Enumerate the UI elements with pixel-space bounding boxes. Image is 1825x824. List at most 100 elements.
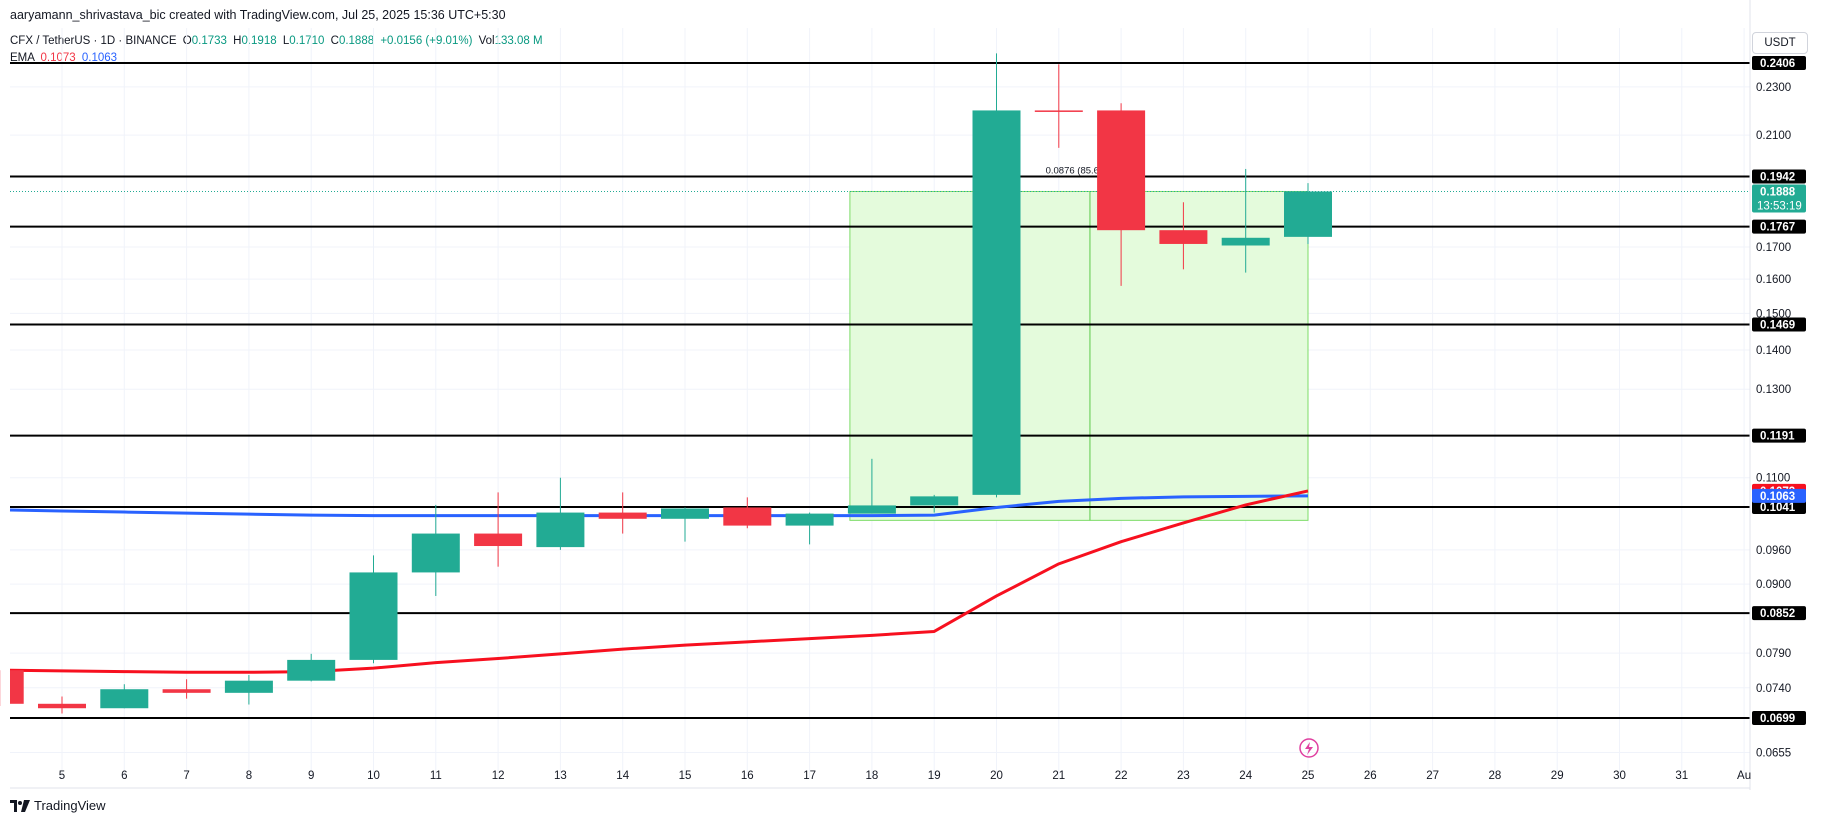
ema-price-tag: 0.1063 — [1760, 491, 1795, 503]
time-tick-label: 30 — [1613, 770, 1626, 782]
axes: 0.2300 0.2100 0.1700 0.1600 0.1500 0.1400 0.13… — [10, 0, 1791, 790]
candle-body — [910, 496, 959, 506]
level-price-tag-bg — [1752, 606, 1806, 621]
ema-line-red — [9, 489, 1309, 674]
price-tick-label: 0.1700 — [1756, 242, 1791, 254]
measure-label: 0.0876 (85.63%) 876 — [1046, 165, 1135, 176]
tradingview-logo-icon — [10, 799, 30, 812]
time-tick-label: 18 — [866, 770, 879, 782]
high-value: 0.1918 — [241, 35, 277, 47]
tradingview-logo[interactable]: TradingView — [10, 798, 106, 813]
candle-body — [972, 110, 1021, 495]
candle-body — [1284, 191, 1332, 237]
ema-value-blue: 0.1063 — [81, 52, 118, 64]
level-price-tag: 0.2406 — [1760, 58, 1795, 70]
candle-body — [723, 507, 772, 526]
ema-label: EMA — [10, 52, 35, 64]
measure-box — [849, 190, 1309, 521]
time-tick-label: 28 — [1489, 770, 1502, 782]
candle-body — [536, 512, 585, 548]
time-tick-label: 13 — [554, 770, 567, 782]
level-price-tag-bg — [1752, 56, 1806, 70]
time-tick-label: 8 — [246, 770, 252, 782]
last-price-tag-countdown: 13:53:19 — [1757, 200, 1802, 212]
ema-line-blue — [9, 494, 1309, 518]
price-tick-label: 0.0900 — [1756, 579, 1791, 591]
close-label: C — [330, 35, 339, 47]
change-value: +0.0156 (+9.01%) — [380, 35, 473, 47]
ema-value-red: 0.1073 — [40, 52, 76, 64]
candle-body — [162, 689, 211, 693]
time-tick-label: 26 — [1364, 770, 1377, 782]
time-tick-label: 21 — [1052, 770, 1065, 782]
level-price-tag-bg — [1752, 169, 1806, 184]
time-tick-label: 27 — [1426, 770, 1439, 782]
brand-name: TradingView — [34, 798, 106, 813]
level-price-tag: 0.1041 — [1760, 502, 1796, 514]
created-by-text: aaryamann_shrivastava_bic created with T… — [10, 8, 506, 22]
time-tick-label: 10 — [367, 770, 380, 782]
high-label: H — [233, 35, 242, 47]
candle-body — [38, 703, 86, 709]
close-value: 0.1888 — [338, 35, 375, 47]
price-tags: 0.2406 0.1942 0.1767 0.1469 0.1191 0.1041 0.08… — [1752, 56, 1806, 725]
open-label: O — [182, 35, 192, 47]
time-tick-label: 22 — [1115, 770, 1128, 782]
level-price-tag-bg — [1752, 499, 1806, 514]
time-tick-label: 12 — [492, 770, 505, 782]
candle-body — [349, 572, 398, 660]
alert-icon[interactable] — [1299, 738, 1319, 758]
level-price-tag: 0.1942 — [1760, 172, 1795, 184]
price-tick-label: 0.1300 — [1756, 384, 1791, 396]
price-tick-label: 0.0790 — [1756, 648, 1791, 660]
time-tick-label: 24 — [1239, 770, 1252, 782]
open-value: 0.1733 — [191, 35, 227, 47]
candle-body — [1097, 110, 1146, 231]
volume-label: Vol — [478, 35, 495, 47]
level-price-tag-bg — [1752, 428, 1806, 443]
price-tick-label: 0.0960 — [1756, 545, 1791, 557]
price-tick-label: 0.1600 — [1756, 274, 1791, 286]
candle-body — [661, 508, 709, 519]
low-label: L — [282, 35, 290, 47]
time-tick-label: 16 — [741, 770, 754, 782]
candle-body — [1159, 230, 1208, 244]
price-tick-label: 0.1500 — [1756, 308, 1791, 320]
time-tick-label: 20 — [990, 770, 1003, 782]
symbol-name[interactable]: CFX / TetherUS · 1D · BINANCE — [10, 35, 177, 47]
time-tick-label: 15 — [679, 770, 692, 782]
level-price-tag: 0.1767 — [1760, 222, 1795, 234]
candle-body — [785, 513, 834, 526]
level-price-tag-bg — [1752, 711, 1806, 725]
ema-lines — [9, 489, 1309, 674]
price-tick-label: 0.1100 — [1756, 473, 1790, 485]
volume-value: 133.08 M — [494, 35, 543, 47]
level-price-tag: 0.1191 — [1760, 431, 1795, 443]
time-tick-label: 7 — [183, 770, 189, 782]
grid — [10, 28, 1750, 778]
candle-body — [1221, 237, 1270, 246]
level-price-tag: 0.1469 — [1760, 319, 1795, 331]
ema-legend[interactable]: EMA 0.1073 0.1063 — [10, 52, 117, 64]
price-tick-label: 0.2100 — [1756, 130, 1791, 142]
time-tick-label: 29 — [1551, 770, 1564, 782]
measure-tool[interactable]: 0.0876 (85.63%) 876 — [849, 165, 1309, 521]
candle-body — [411, 533, 460, 573]
low-value: 0.1710 — [289, 35, 325, 47]
time-tick-label: 17 — [803, 770, 816, 782]
candle-body — [10, 670, 24, 704]
time-tick-label: 14 — [616, 770, 629, 782]
time-tick-label: Au — [1737, 770, 1751, 782]
time-tick-label: 9 — [308, 770, 314, 782]
candle-body — [598, 512, 647, 519]
time-tick-label: 23 — [1177, 770, 1190, 782]
level-price-tag-bg — [1752, 219, 1806, 234]
price-tick-label: 0.0740 — [1756, 683, 1791, 695]
price-tick-label: 0.0655 — [1756, 747, 1791, 759]
time-tick-label: 19 — [928, 770, 941, 782]
time-tick-label: 11 — [430, 770, 442, 782]
last-price-tag: 0.1888 — [1760, 186, 1796, 198]
time-tick-label: 25 — [1302, 770, 1315, 782]
currency-button[interactable]: USDT — [1752, 32, 1808, 54]
